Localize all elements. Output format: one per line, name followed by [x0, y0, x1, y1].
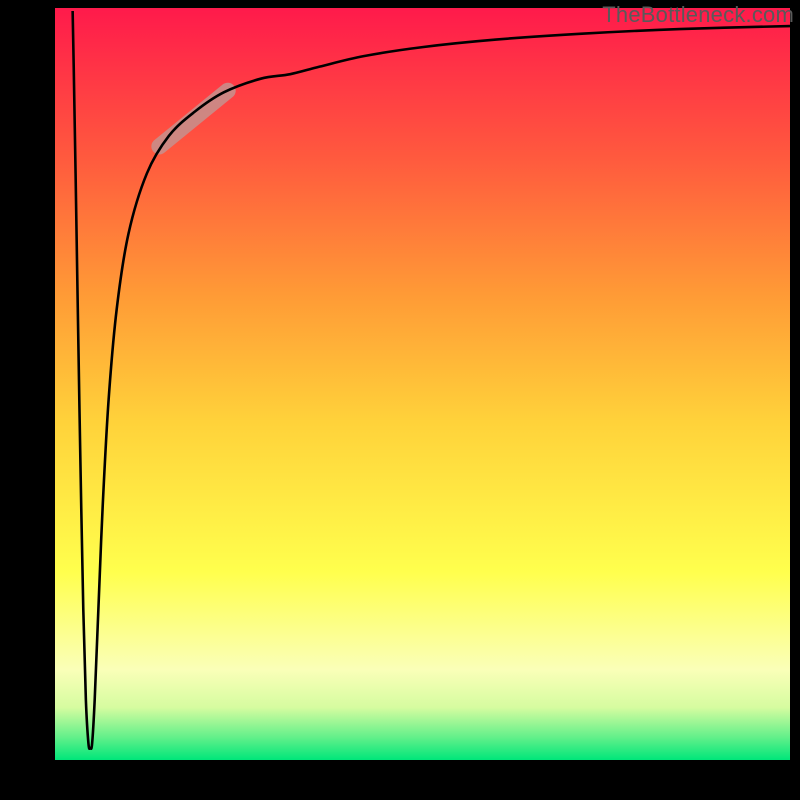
attribution-watermark: TheBottleneck.com: [602, 2, 794, 28]
curve-layer: [55, 8, 790, 760]
plot-area: [55, 8, 790, 760]
highlight-segment: [159, 91, 227, 147]
chart-container: TheBottleneck.com: [0, 0, 800, 800]
